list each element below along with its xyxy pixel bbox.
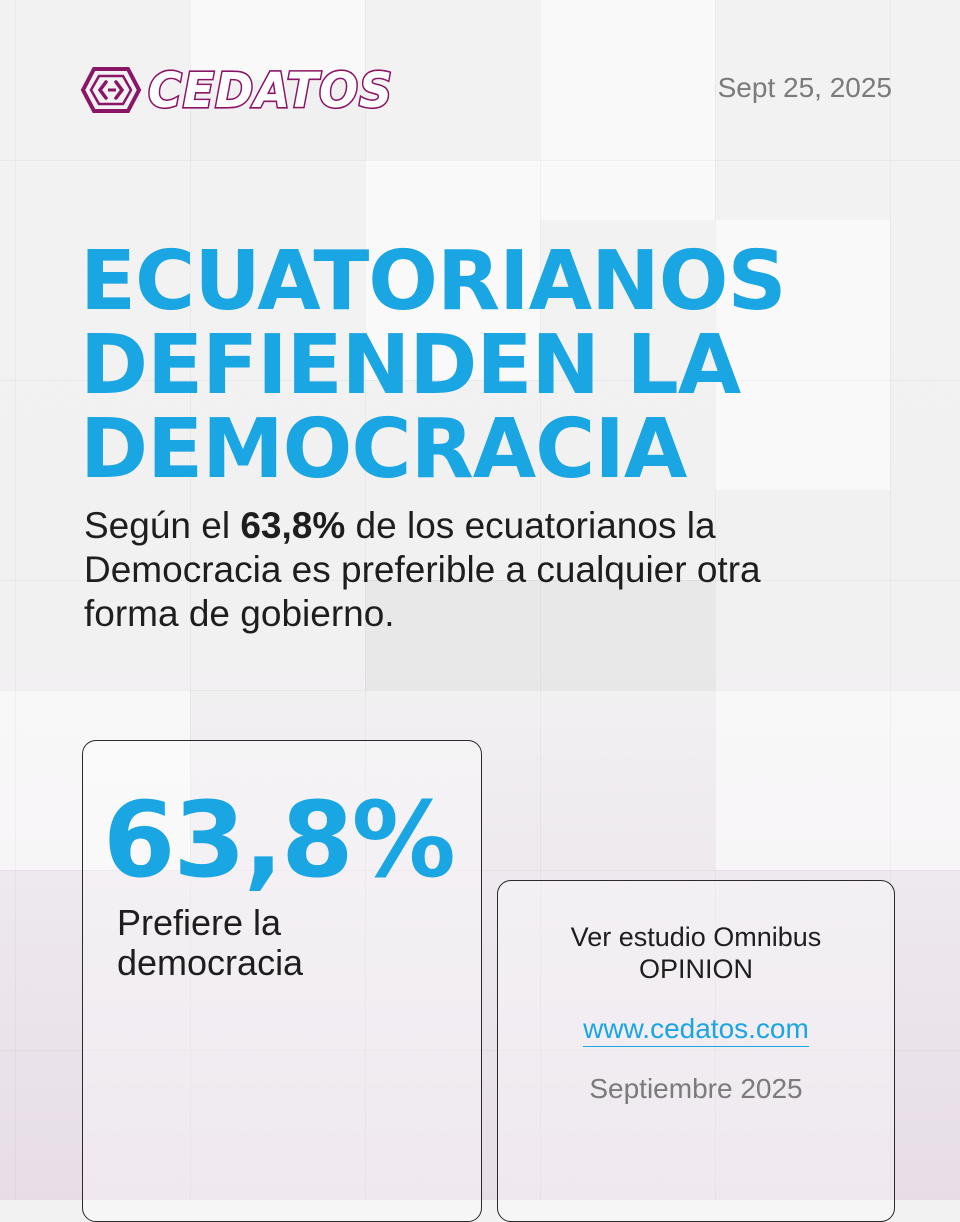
stat-label: Prefiere la democracia bbox=[117, 902, 304, 983]
headline-line: ECUATORIANOS bbox=[80, 234, 787, 329]
study-month: Septiembre 2025 bbox=[589, 1073, 803, 1104]
lead-highlight: 63,8% bbox=[240, 505, 346, 546]
study-link[interactable]: www.cedatos.com bbox=[498, 1013, 894, 1047]
study-card: Ver estudio Omnibus OPINION www.cedatos.… bbox=[497, 880, 895, 1222]
publish-date: Sept 25, 2025 bbox=[717, 72, 892, 103]
headline-line: DEMOCRACIA bbox=[80, 402, 687, 497]
study-text-content: Ver estudio Omnibus OPINION bbox=[570, 922, 822, 984]
study-text: Ver estudio Omnibus OPINION bbox=[498, 921, 894, 985]
cedatos-logo: CEDATOS bbox=[80, 60, 394, 120]
study-url[interactable]: www.cedatos.com bbox=[583, 1013, 809, 1047]
stat-value: 63,8% bbox=[103, 779, 456, 901]
lead-text-before: Según el bbox=[84, 505, 241, 546]
brand-name: CEDATOS bbox=[146, 60, 394, 120]
stat-card: 63,8% Prefiere la democracia bbox=[82, 740, 482, 1222]
lead-text-after: de los ecuatorianos la Democracia es pre… bbox=[84, 505, 761, 634]
headline: ECUATORIANOS DEFIENDEN LA DEMOCRACIA bbox=[80, 240, 900, 492]
lead-paragraph: Según el 63,8% de los ecuatorianos la De… bbox=[84, 504, 844, 636]
headline-line: DEFIENDEN LA bbox=[80, 318, 741, 413]
cedatos-hexagon-logo-icon bbox=[80, 67, 142, 113]
